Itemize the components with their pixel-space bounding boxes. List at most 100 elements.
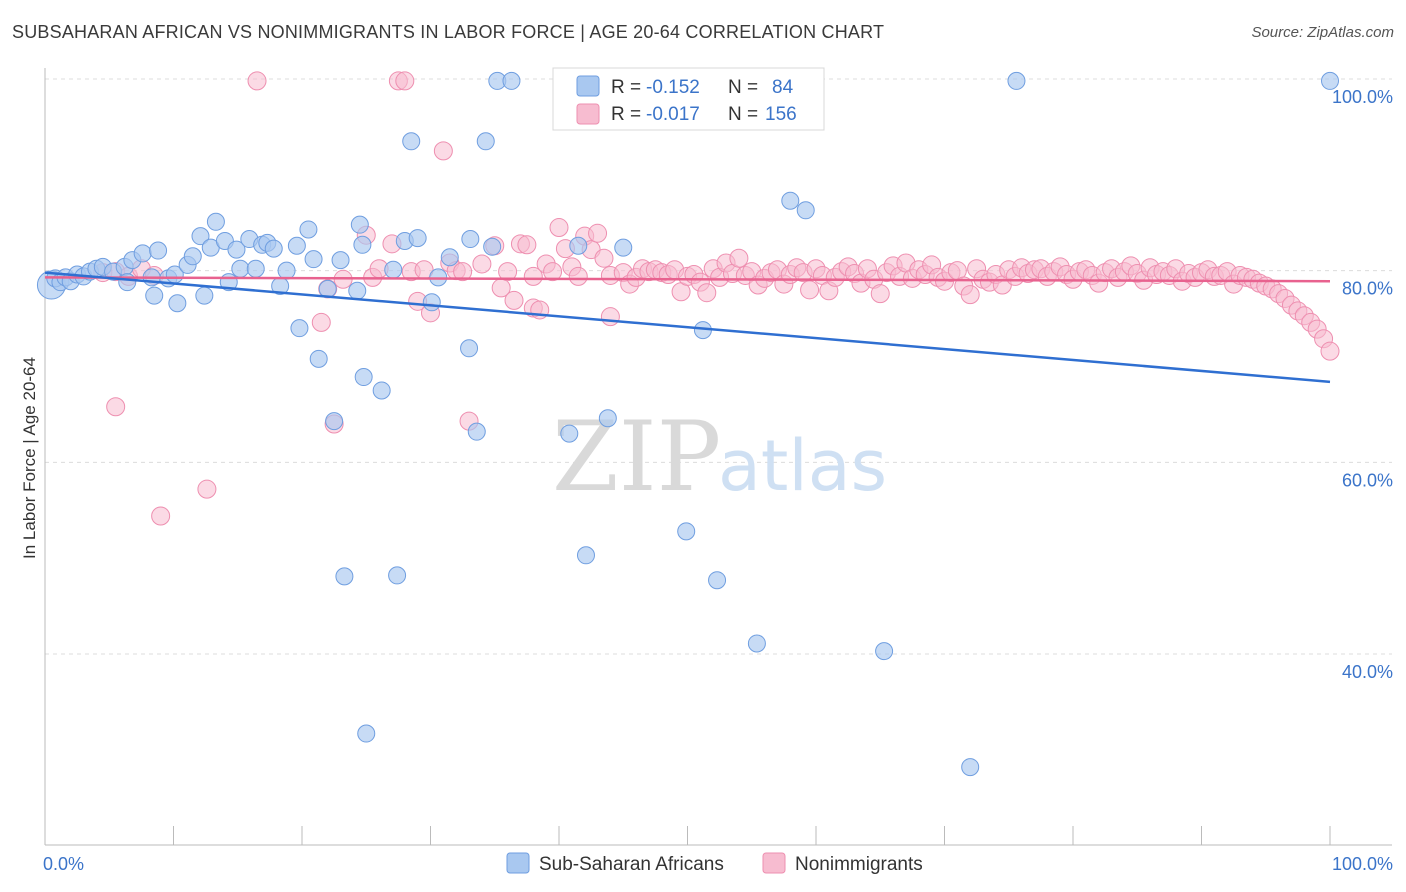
- nonimmigrants-point: [960, 285, 980, 305]
- nonimmigrants-point: [247, 71, 267, 91]
- legend-label-sub-saharan: Sub-Saharan Africans: [539, 854, 724, 875]
- sub-saharan-point: [502, 71, 521, 90]
- stats-swatch-pink: [576, 103, 600, 125]
- nonimmigrants-point: [504, 290, 524, 310]
- sub-saharan-point: [335, 567, 354, 586]
- sub-saharan-point: [384, 260, 403, 279]
- nonimmigrants-point: [1320, 341, 1340, 361]
- legend-label-nonimmigrants: Nonimmigrants: [795, 854, 923, 875]
- sub-saharan-point: [388, 566, 407, 585]
- nonimmigrants-point: [311, 312, 331, 332]
- watermark-atlas: atlas: [718, 425, 887, 507]
- sub-saharan-point: [576, 546, 595, 565]
- nonimmigrants-point: [588, 223, 608, 243]
- nonimmigrants-trend-line: [44, 276, 1331, 283]
- sub-saharan-point: [290, 319, 309, 338]
- stats-swatch-blue: [576, 75, 600, 97]
- nonimmigrants-point: [549, 218, 569, 238]
- sub-saharan-point: [598, 409, 617, 428]
- nonimmigrants-point: [151, 506, 171, 526]
- sub-saharan-point: [149, 241, 168, 260]
- sub-saharan-point: [476, 132, 495, 151]
- x-tick-labels: 0.0% 100.0%: [43, 854, 1393, 874]
- sub-saharan-point: [304, 250, 323, 269]
- x-tick-label: 0.0%: [43, 854, 84, 874]
- x-tick-label: 100.0%: [1332, 854, 1393, 874]
- series-legend: Sub-Saharan Africans Nonimmigrants: [506, 852, 923, 875]
- sub-saharan-point: [195, 286, 214, 305]
- sub-saharan-point: [440, 248, 459, 267]
- nonimmigrants-point: [433, 141, 453, 161]
- stats-r-label-pink: R =: [611, 104, 641, 125]
- nonimmigrants-point: [517, 235, 537, 255]
- sub-saharan-point: [145, 286, 164, 305]
- sub-saharan-point: [708, 571, 727, 590]
- nonimmigrants-point: [498, 262, 518, 282]
- sub-saharan-point: [961, 758, 980, 777]
- sub-saharan-point: [781, 191, 800, 210]
- sub-saharan-point: [118, 273, 137, 292]
- grid: [45, 78, 1392, 655]
- sub-saharan-point: [483, 237, 502, 256]
- sub-saharan-point: [353, 235, 372, 254]
- y-tick-label: 60.0%: [1342, 470, 1393, 490]
- nonimmigrants-point: [395, 71, 415, 91]
- y-axis-title: In Labor Force | Age 20-64: [20, 357, 39, 559]
- nonimmigrants-points: [93, 71, 1340, 526]
- nonimmigrants-point: [600, 307, 620, 327]
- nonimmigrants-point: [543, 262, 563, 282]
- nonimmigrants-point: [800, 280, 820, 300]
- stats-r-value-pink: -0.017: [646, 104, 700, 125]
- axes: [44, 68, 1392, 846]
- sub-saharan-point: [569, 236, 588, 255]
- chart-title: SUBSAHARAN AFRICAN VS NONIMMIGRANTS IN L…: [12, 22, 885, 42]
- sub-saharan-point: [350, 215, 369, 234]
- sub-saharan-point: [677, 522, 696, 541]
- sub-saharan-point: [1321, 71, 1339, 90]
- sub-saharan-point: [875, 642, 894, 661]
- stats-r-value-blue: -0.152: [646, 77, 700, 98]
- stats-n-value-blue: 84: [772, 77, 794, 98]
- nonimmigrants-point: [729, 248, 749, 268]
- nonimmigrants-point: [453, 262, 473, 282]
- nonimmigrants-point: [568, 266, 588, 286]
- sub-saharan-point: [560, 424, 579, 443]
- nonimmigrants-point: [197, 479, 217, 499]
- sub-saharan-point: [206, 212, 225, 231]
- stats-legend: R = -0.152 N = 84 R = -0.017 N = 156: [552, 67, 825, 131]
- sub-saharan-point: [1007, 71, 1026, 90]
- sub-saharan-point: [168, 294, 187, 313]
- sub-saharan-point: [183, 247, 202, 266]
- sub-saharan-point: [231, 259, 250, 278]
- nonimmigrants-point: [697, 283, 717, 303]
- sub-saharan-point: [331, 251, 350, 270]
- sub-saharan-point: [325, 412, 344, 431]
- y-tick-label: 100.0%: [1332, 87, 1393, 107]
- trend-lines: [44, 271, 1331, 384]
- sub-saharan-point: [408, 229, 427, 248]
- stats-n-value-pink: 156: [765, 104, 797, 125]
- sub-saharan-point: [246, 259, 265, 278]
- sub-saharan-point: [191, 227, 210, 246]
- watermark: ZIP atlas: [552, 401, 887, 513]
- y-tick-labels: 40.0% 60.0% 80.0% 100.0%: [1332, 87, 1393, 682]
- nonimmigrants-point: [870, 284, 890, 304]
- legend-swatch-sub-saharan: [506, 852, 530, 874]
- stats-r-label-blue: R =: [611, 77, 641, 98]
- sub-saharan-point: [402, 132, 421, 151]
- sub-saharan-point: [461, 230, 480, 249]
- sub-saharan-point: [422, 293, 441, 312]
- nonimmigrants-point: [594, 248, 614, 268]
- y-tick-label: 40.0%: [1342, 662, 1393, 682]
- sub-saharan-point: [299, 220, 318, 239]
- sub-saharan-point: [227, 240, 246, 259]
- sub-saharan-point: [264, 239, 283, 258]
- sub-saharan-point: [614, 238, 633, 257]
- y-tick-label: 80.0%: [1342, 279, 1393, 299]
- sub-saharan-point: [309, 349, 328, 368]
- sub-saharan-point: [357, 724, 376, 743]
- stats-n-label-pink: N =: [728, 104, 758, 125]
- sub-saharan-point: [372, 381, 391, 400]
- watermark-zip: ZIP: [552, 401, 721, 513]
